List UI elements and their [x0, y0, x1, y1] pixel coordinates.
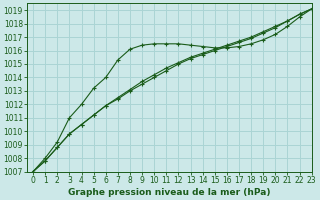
X-axis label: Graphe pression niveau de la mer (hPa): Graphe pression niveau de la mer (hPa) [68, 188, 271, 197]
